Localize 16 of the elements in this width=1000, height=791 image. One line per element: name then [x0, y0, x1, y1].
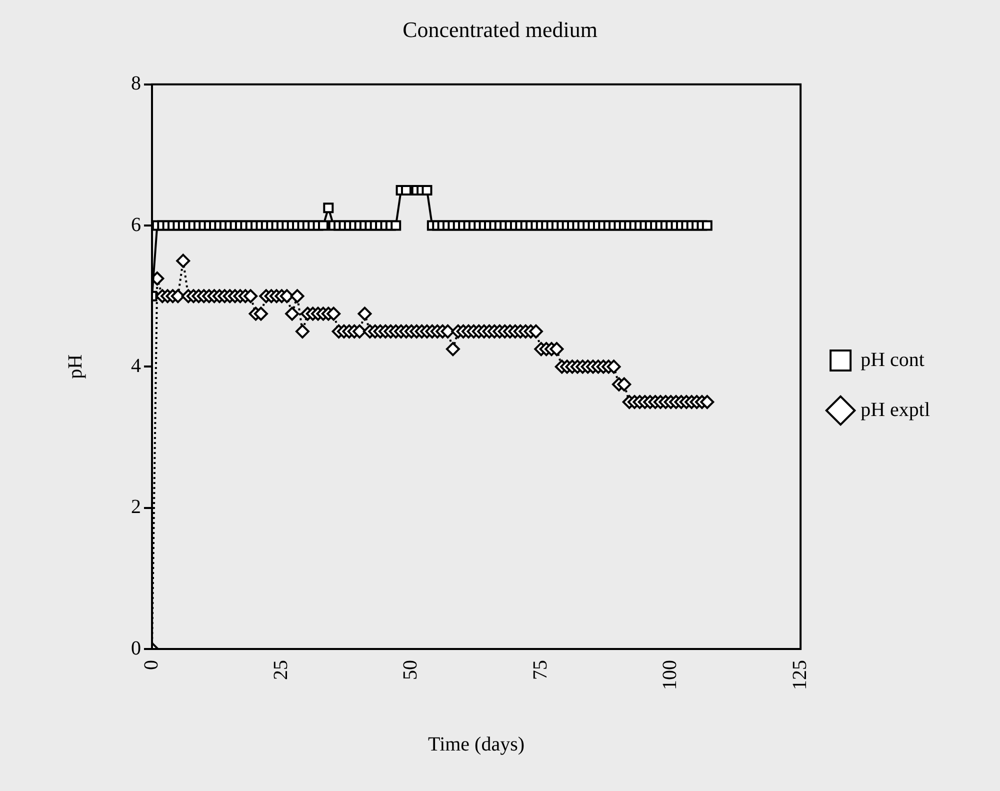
x-tick-label: 75	[529, 660, 552, 680]
legend-label: pH exptl	[860, 398, 930, 421]
y-tick-label: 2	[131, 496, 141, 518]
y-axis-title: pH	[64, 354, 86, 379]
y-tick-label: 8	[131, 72, 141, 95]
y-tick-label: 0	[131, 637, 141, 660]
x-tick-label: 50	[400, 660, 422, 680]
y-tick-label: 6	[131, 214, 141, 236]
x-axis-title: Time (days)	[428, 733, 525, 756]
x-tick-label: 100	[659, 660, 682, 690]
y-tick-label: 4	[131, 354, 141, 377]
chart-title: Concentrated medium	[402, 16, 598, 42]
x-tick-label: 0	[140, 660, 162, 670]
legend-label: pH cont	[860, 348, 925, 371]
x-tick-label: 125	[788, 660, 811, 690]
x-tick-label: 25	[270, 660, 292, 680]
